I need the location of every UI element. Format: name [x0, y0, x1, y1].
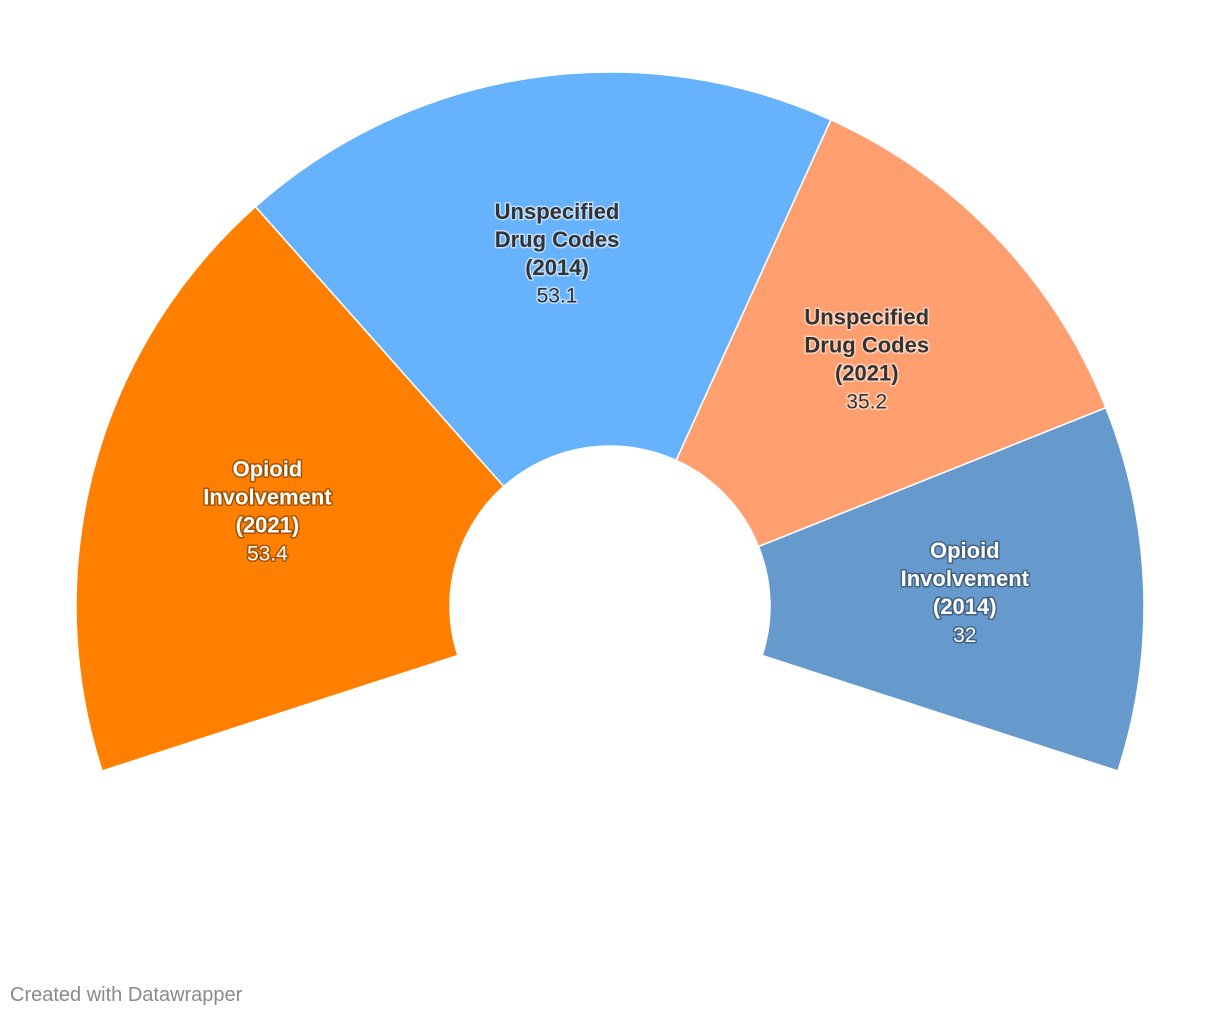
datawrapper-credit: Created with Datawrapper: [10, 984, 243, 1006]
slice-value-label: 53.4: [247, 542, 288, 565]
slice-label: Unspecified: [495, 199, 620, 224]
slice-value-label: 32: [953, 624, 976, 647]
slice-label: (2021): [236, 513, 300, 538]
slice-label: (2021): [835, 361, 899, 386]
pie-slice[interactable]: [757, 406, 1145, 772]
pie-slice[interactable]: [675, 118, 1107, 548]
slice-label: Drug Codes: [804, 333, 929, 358]
slice-label: Drug Codes: [495, 227, 620, 252]
pie-slice[interactable]: [254, 71, 832, 488]
slice-label: (2014): [525, 255, 589, 280]
slice-label: Involvement: [901, 566, 1030, 591]
slice-label: Involvement: [203, 485, 332, 510]
slices-group: [75, 71, 1145, 772]
slice-label: (2014): [933, 594, 997, 619]
slice-label: Unspecified: [804, 305, 929, 330]
slice-label: Opioid: [233, 457, 303, 482]
slice-value-label: 53.1: [537, 285, 578, 308]
labels-group: Opioid Involvement (2021) 53.4 Unspecified Dr…: [202, 197, 1031, 648]
slice-value-label: 35.2: [846, 390, 887, 413]
slice-label: Opioid: [930, 538, 1000, 563]
pie-slice[interactable]: [75, 205, 505, 772]
